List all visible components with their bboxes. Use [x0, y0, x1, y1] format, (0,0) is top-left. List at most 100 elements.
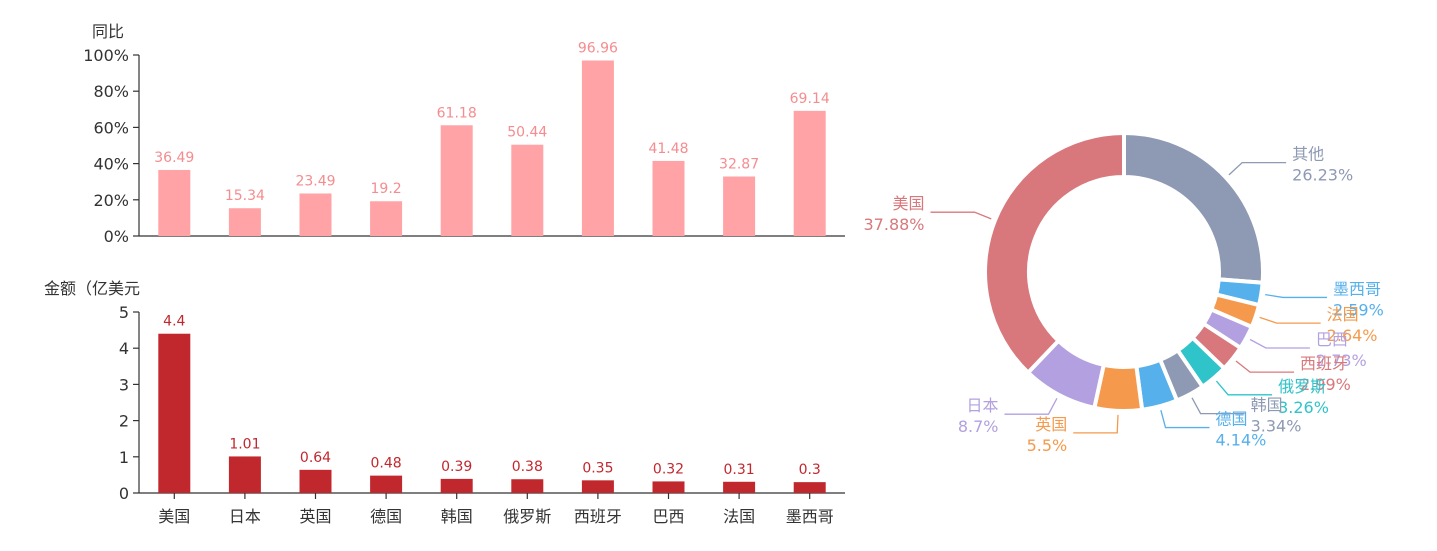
- donut-leader-line: [1073, 414, 1119, 434]
- bottom-y-tick-label: 3: [119, 375, 129, 394]
- top-bar-value-label: 41.48: [648, 141, 688, 157]
- x-category-label: 德国: [370, 507, 402, 526]
- top-bar-value-label: 36.49: [154, 150, 194, 166]
- donut-leader-line: [1191, 397, 1245, 415]
- top-y-tick-label: 100%: [83, 46, 129, 65]
- donut-leader-line: [1249, 338, 1310, 349]
- donut-leader-line: [1160, 409, 1210, 429]
- top-bar-value-label: 69.14: [790, 91, 830, 107]
- donut-leader-line: [1228, 161, 1287, 176]
- top-bar-日本: [228, 208, 261, 236]
- x-category-label: 韩国: [441, 507, 473, 526]
- x-category-label: 墨西哥: [786, 507, 834, 526]
- donut-slice-name: 英国: [1035, 415, 1067, 434]
- bottom-bar-美国: [158, 333, 191, 493]
- top-y-tick-label: 60%: [93, 118, 129, 137]
- bottom-bar-俄罗斯: [511, 479, 544, 493]
- donut-slice-percent: 8.7%: [958, 417, 999, 436]
- x-category-label: 西班牙: [574, 507, 622, 526]
- donut-slice-name: 美国: [893, 194, 925, 213]
- donut-slice-name: 日本: [966, 396, 998, 415]
- top-bar-西班牙: [581, 60, 614, 237]
- bottom-bar-德国: [370, 475, 403, 493]
- bottom-bar-value-label: 0.3: [799, 462, 821, 478]
- top-bar-美国: [158, 169, 191, 236]
- bottom-bar-墨西哥: [793, 482, 826, 493]
- x-category-label: 英国: [299, 507, 331, 526]
- bottom-y-tick-label: 5: [119, 303, 129, 322]
- donut-slice-percent: 3.26%: [1278, 398, 1329, 417]
- donut-slice-name: 西班牙: [1300, 354, 1348, 373]
- bottom-y-tick-label: 1: [119, 448, 129, 467]
- bottom-bar-韩国: [440, 478, 473, 493]
- top-bar-英国: [299, 193, 332, 236]
- donut-slice-name: 俄罗斯: [1278, 377, 1326, 396]
- top-bar-value-label: 32.87: [719, 157, 759, 173]
- donut-slice-percent: 4.14%: [1216, 431, 1267, 450]
- top-bar-value-label: 19.2: [371, 181, 402, 197]
- donut-slice-name: 其他: [1292, 145, 1324, 164]
- bottom-bar-value-label: 0.48: [371, 456, 402, 472]
- donut-slice-percent: 2.99%: [1300, 375, 1351, 394]
- donut-leader-line: [1235, 360, 1295, 373]
- bottom-bar-value-label: 0.64: [300, 450, 331, 466]
- top-bar-韩国: [440, 125, 473, 236]
- top-bar-value-label: 50.44: [507, 125, 547, 141]
- donut-slice-percent: 2.64%: [1327, 326, 1378, 345]
- bottom-bar-value-label: 1.01: [229, 436, 260, 452]
- donut-slice-美国: [983, 130, 1126, 376]
- top-bar-俄罗斯: [511, 144, 544, 236]
- donut-slice-name: 德国: [1216, 410, 1248, 429]
- donut-slice-name: 韩国: [1251, 396, 1283, 415]
- donut-slice-其他: [1122, 130, 1265, 285]
- donut-chart: 其他 26.23% 墨西哥 2.59%法国 2.64%巴西 2.73%西班牙 2.99%俄罗…: [864, 130, 1384, 455]
- top-bar-巴西: [652, 160, 685, 236]
- donut-leader-line: [1004, 397, 1058, 415]
- donut-slice-percent: 26.23%: [1292, 166, 1353, 185]
- x-category-label: 美国: [158, 507, 190, 526]
- bottom-bar-日本: [228, 456, 261, 493]
- top-bar-value-label: 15.34: [225, 188, 265, 204]
- bottom-bar-value-label: 0.32: [653, 461, 684, 477]
- bottom-bar-value-label: 0.35: [582, 460, 613, 476]
- donut-leader-line: [1259, 316, 1321, 324]
- top-y-tick-label: 80%: [93, 82, 129, 101]
- top-bar-墨西哥: [793, 110, 826, 236]
- top-y-tick-label: 20%: [93, 191, 129, 210]
- donut-slice-percent: 2.59%: [1333, 300, 1384, 319]
- bottom-bar-法国: [723, 481, 756, 493]
- bottom-bar-value-label: 0.31: [724, 462, 755, 478]
- bottom-y-tick-label: 0: [119, 484, 129, 503]
- bottom-bar-巴西: [652, 481, 685, 493]
- donut-slice-percent: 5.5%: [1027, 436, 1068, 455]
- x-category-label: 俄罗斯: [503, 507, 551, 526]
- donut-slice-percent: 3.34%: [1251, 417, 1302, 436]
- x-category-label: 法国: [723, 507, 755, 526]
- bottom-bar-value-label: 4.4: [163, 314, 185, 330]
- donut-leader-line: [1215, 380, 1273, 396]
- top-bar-value-label: 23.49: [295, 173, 335, 189]
- bottom-y-axis-title: 金额（亿美元: [44, 279, 140, 298]
- bottom-bar-英国: [299, 469, 332, 493]
- top-y-tick-label: 40%: [93, 155, 129, 174]
- bottom-bar-value-label: 0.38: [512, 459, 543, 475]
- donut-leader-line: [1265, 293, 1327, 299]
- donut-slice-percent: 37.88%: [864, 215, 925, 234]
- donut-slice-name: 法国: [1327, 305, 1359, 324]
- donut-slice-name: 巴西: [1316, 330, 1348, 349]
- top-bar-value-label: 96.96: [578, 41, 618, 57]
- top-bar-法国: [723, 176, 756, 236]
- top-bar-德国: [370, 201, 403, 236]
- top-y-tick-label: 0%: [104, 227, 129, 246]
- x-category-label: 巴西: [652, 507, 684, 526]
- donut-leader-line: [930, 211, 992, 220]
- top-y-axis-title: 同比: [92, 22, 124, 41]
- top-bar-value-label: 61.18: [437, 105, 477, 121]
- bottom-y-tick-label: 4: [119, 339, 129, 358]
- donut-slice-percent: 2.73%: [1316, 351, 1367, 370]
- x-category-label: 日本: [229, 507, 261, 526]
- bottom-bar-西班牙: [581, 480, 614, 493]
- bottom-bar-value-label: 0.39: [441, 459, 472, 475]
